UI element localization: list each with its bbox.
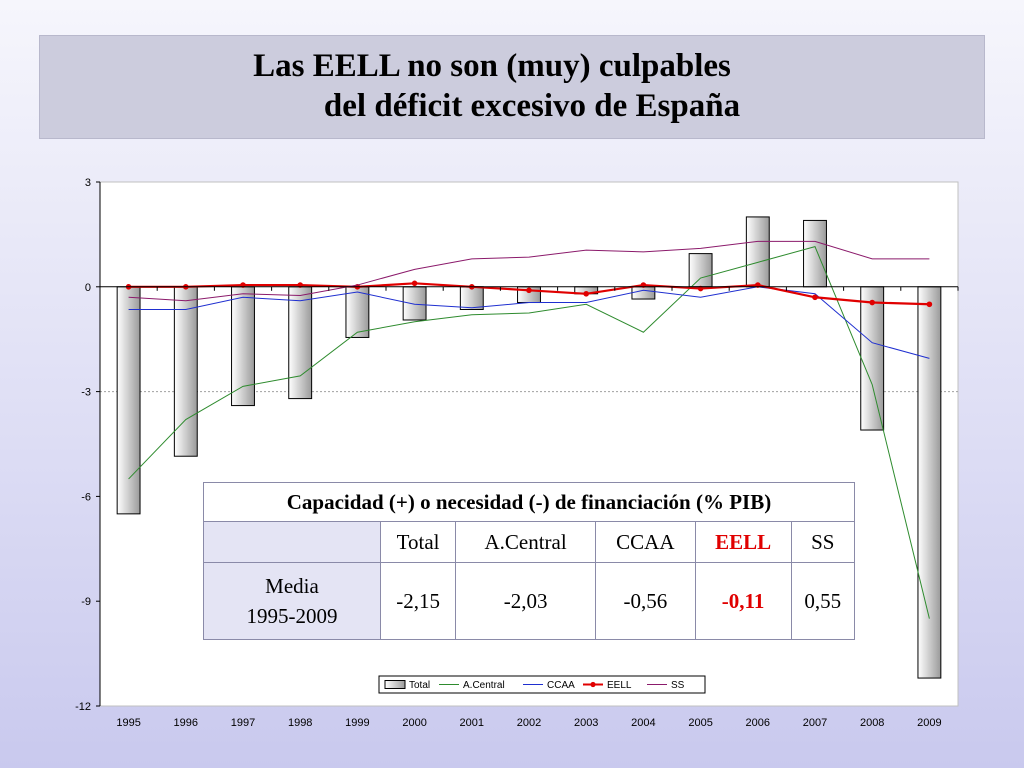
col-header-eell: EELL (694, 521, 792, 563)
table-corner (203, 521, 381, 563)
x-tick-label: 2008 (860, 717, 884, 729)
x-tick-label: 1997 (231, 717, 255, 729)
bar-total (688, 253, 713, 288)
x-tick-label: 2003 (574, 717, 598, 729)
x-tick-label: 1996 (174, 717, 198, 729)
x-tick-label: 2001 (460, 717, 484, 729)
col-header-ccaa: CCAA (595, 521, 696, 563)
legend-label: EELL (607, 680, 632, 691)
y-tick-label: 3 (85, 177, 91, 189)
eell-point (526, 287, 532, 294)
slide-title-line1: Las EELL no son (muy) culpables (253, 48, 731, 84)
value-acentral: -2,03 (455, 562, 596, 640)
x-tick-label: 2006 (746, 717, 770, 729)
x-tick-label: 2005 (688, 717, 712, 729)
bar-total (631, 286, 656, 300)
bar-total (345, 286, 370, 338)
series-line-acentral (128, 246, 930, 619)
x-tick-label: 2002 (517, 717, 541, 729)
value-total: -2,15 (379, 562, 457, 640)
bar-total (803, 219, 827, 288)
x-tick-label: 1998 (288, 717, 312, 729)
series-line-ss (128, 240, 930, 302)
y-tick-label: -3 (81, 387, 91, 399)
legend-label: A.Central (463, 680, 505, 691)
value-ccaa: -0,56 (595, 562, 696, 640)
bar-total (860, 286, 885, 431)
x-tick-label: 1995 (116, 717, 140, 729)
row-label-line1: Media (265, 574, 319, 598)
legend-label: SS (671, 680, 685, 691)
x-tick-label: 2007 (803, 717, 827, 729)
col-header-acentral: A.Central (455, 521, 596, 563)
col-header-ss: SS (790, 521, 855, 563)
table-header: Capacidad (+) o necesidad (-) de financi… (203, 482, 855, 522)
bar-total (288, 286, 313, 400)
value-ss: 0,55 (790, 562, 855, 640)
x-tick-label: 2009 (917, 717, 941, 729)
y-tick-label: 0 (85, 282, 91, 294)
row-label: Media 1995-2009 (203, 562, 381, 640)
bar-total (173, 286, 198, 457)
x-tick-label: 2000 (402, 717, 426, 729)
y-tick-label: -6 (81, 491, 91, 503)
x-tick-label: 2004 (631, 717, 655, 729)
bar-total (402, 286, 427, 321)
legend-label: CCAA (547, 680, 575, 691)
title-box: Las EELL no son (muy) culpables del défi… (39, 35, 985, 139)
summary-table: Capacidad (+) o necesidad (-) de financi… (203, 482, 855, 640)
legend: Total A.Central CCAA EELL SS (378, 675, 706, 694)
legend-swatch-marker (590, 681, 596, 688)
eell-point (869, 299, 875, 306)
legend-swatch-total (384, 680, 406, 689)
series-line-ccaa (128, 286, 930, 359)
eell-point (926, 301, 933, 308)
bar-total (459, 286, 484, 311)
y-tick-label: -12 (75, 701, 91, 713)
bar-total (116, 286, 141, 515)
value-eell: -0,11 (694, 562, 792, 640)
bar-total (745, 216, 770, 288)
bar-total (917, 286, 942, 679)
y-tick-label: -9 (81, 596, 91, 608)
bar-total (231, 286, 255, 407)
col-header-total: Total (379, 521, 457, 563)
x-tick-label: 1999 (345, 717, 369, 729)
row-label-line2: 1995-2009 (246, 604, 338, 628)
slide-title-line2: del déficit excesivo de España (323, 88, 741, 124)
eell-point (812, 294, 818, 301)
eell-point (411, 280, 418, 287)
eell-point (583, 290, 589, 297)
legend-label: Total (409, 680, 430, 691)
